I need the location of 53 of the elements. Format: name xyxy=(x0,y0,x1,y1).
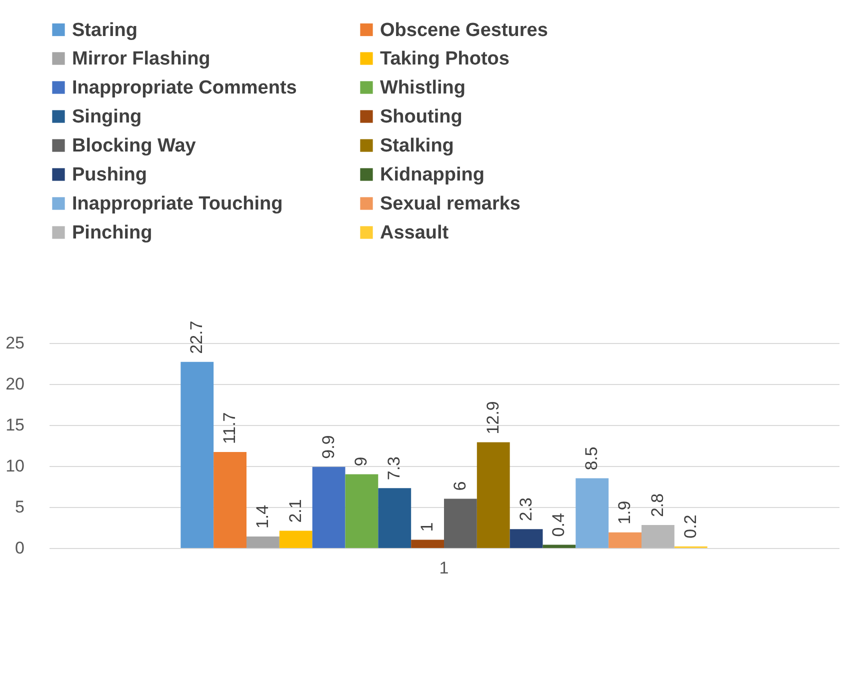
legend-label: Blocking Way xyxy=(72,136,196,156)
bar xyxy=(312,466,346,548)
data-label: 2.8 xyxy=(648,493,667,518)
data-label: 9.9 xyxy=(318,435,338,459)
bar xyxy=(608,532,642,548)
y-tick-label: 10 xyxy=(6,456,24,476)
bar xyxy=(444,498,477,548)
y-tick-label: 5 xyxy=(15,498,24,516)
legend-label: Taking Photos xyxy=(380,48,510,70)
bar xyxy=(476,442,510,548)
legend-label: Shouting xyxy=(380,106,462,128)
data-label: 7.3 xyxy=(384,456,404,480)
data-label: 11.7 xyxy=(220,412,240,444)
bar xyxy=(576,478,609,548)
y-tick-label: 25 xyxy=(6,334,24,352)
legend-label: Pinching xyxy=(72,222,152,244)
legend-label: Kidnapping xyxy=(380,164,484,186)
bar xyxy=(246,536,280,548)
bar xyxy=(345,474,378,548)
data-label: 2.1 xyxy=(286,499,305,523)
legend-label: Mirror Flashing xyxy=(72,48,210,70)
legend-label: Inappropriate Touching xyxy=(72,194,283,214)
legend-label: Stalking xyxy=(380,136,454,156)
y-tick-label: 0 xyxy=(15,538,24,558)
legend-label: Pushing xyxy=(72,164,147,186)
bar xyxy=(411,540,444,548)
data-label: 9 xyxy=(352,456,371,466)
data-label: 0.2 xyxy=(680,514,700,538)
legend-label: Singing xyxy=(72,106,142,128)
data-label: 8.5 xyxy=(582,446,602,470)
data-label: 12.9 xyxy=(483,401,502,434)
data-label: 0.4 xyxy=(549,513,568,537)
data-label: 1 xyxy=(418,522,437,532)
y-tick-label: 20 xyxy=(6,374,24,394)
bar xyxy=(642,525,674,548)
legend-label: Obscene Gestures xyxy=(380,20,548,41)
bar xyxy=(279,530,312,548)
data-label: 2.3 xyxy=(516,498,536,522)
data-label: 1.9 xyxy=(615,500,634,524)
legend-label: Inappropriate Comments xyxy=(72,78,297,98)
bar xyxy=(378,488,412,548)
bar xyxy=(214,452,246,548)
data-label: 22.7 xyxy=(187,320,206,354)
legend-label: Sexual remarks xyxy=(380,194,520,214)
data-label: 1.4 xyxy=(252,504,272,529)
y-tick-label: 15 xyxy=(6,416,24,434)
legend-label: Whistling xyxy=(380,78,466,98)
bar xyxy=(542,544,576,548)
legend-label: Staring xyxy=(72,20,138,41)
bar xyxy=(180,362,214,548)
legend-label: Assault xyxy=(380,222,450,244)
bar xyxy=(510,529,543,548)
data-label: 6 xyxy=(450,481,470,491)
